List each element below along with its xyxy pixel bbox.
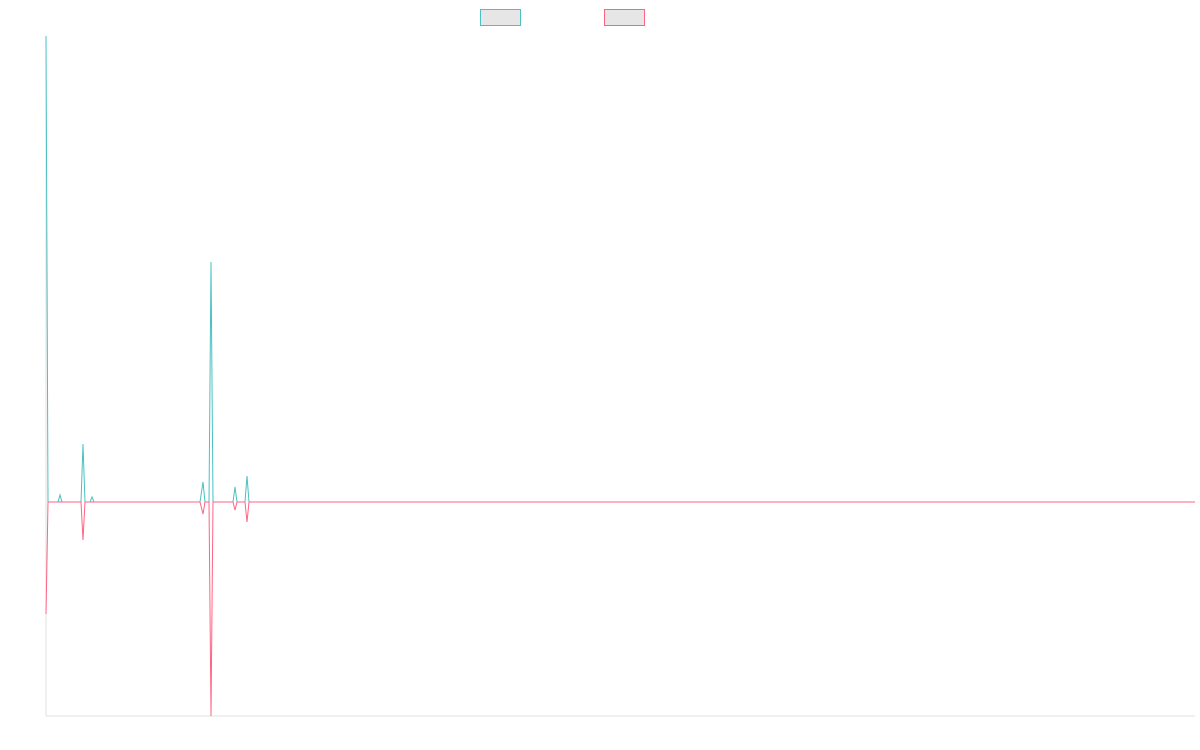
series-line (45, 501, 1195, 717)
series-line (45, 35, 1195, 503)
legend-swatch[interactable] (480, 9, 521, 26)
legend-swatch[interactable] (604, 9, 645, 26)
